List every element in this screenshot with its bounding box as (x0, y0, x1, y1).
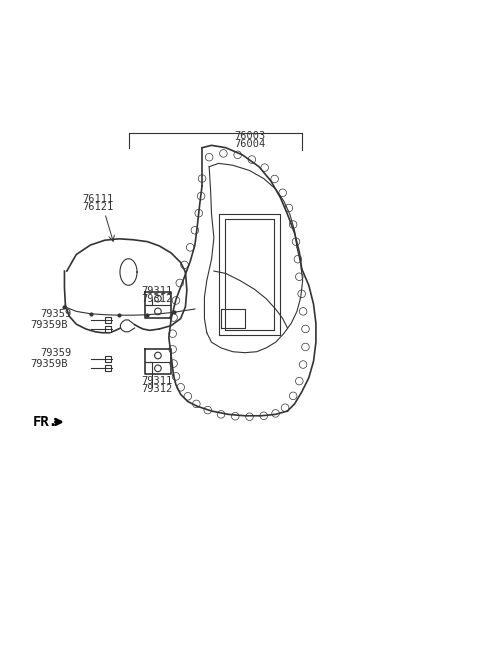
Text: 79311: 79311 (141, 376, 173, 386)
Text: 79359: 79359 (40, 309, 72, 319)
Text: 76003: 76003 (234, 131, 265, 140)
Text: 79312: 79312 (141, 294, 173, 304)
Text: 79359: 79359 (40, 348, 72, 358)
Text: 79359B: 79359B (31, 359, 68, 369)
Text: 79312: 79312 (141, 384, 173, 394)
Text: 79311: 79311 (141, 286, 173, 296)
Text: 79359B: 79359B (31, 320, 68, 330)
Text: 76121: 76121 (82, 202, 113, 212)
Text: 76004: 76004 (234, 138, 265, 149)
Text: FR.: FR. (33, 415, 58, 429)
Text: 76111: 76111 (82, 194, 113, 204)
